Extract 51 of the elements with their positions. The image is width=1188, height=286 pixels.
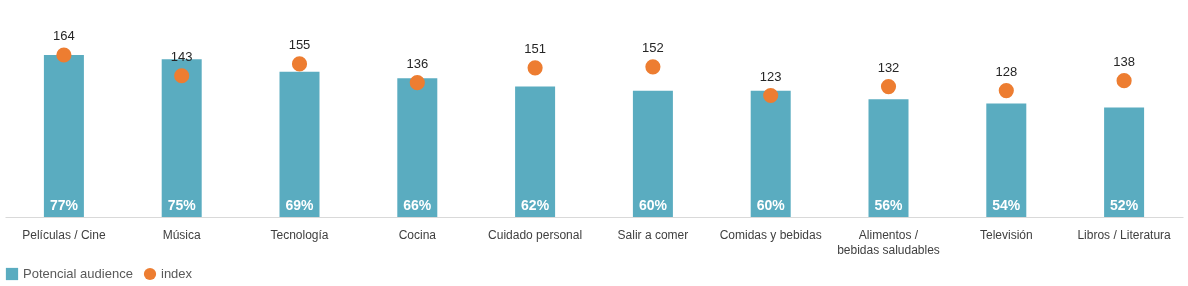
- x-tick-label: Comidas y bebidas: [719, 227, 822, 242]
- data-label: 56%: [874, 197, 904, 213]
- data-label: 151: [524, 40, 546, 56]
- x-tick-label: Cocina: [398, 227, 437, 242]
- point: [880, 79, 897, 95]
- data-label: 128: [995, 63, 1018, 79]
- point: [56, 47, 72, 63]
- data-label: 66%: [403, 197, 432, 213]
- x-tick-label: Películas / Cine: [22, 227, 106, 242]
- legend-label: Potencial audience: [23, 266, 133, 281]
- bar: [868, 99, 909, 217]
- data-label: 54%: [992, 197, 1021, 213]
- data-label: 62%: [521, 197, 550, 213]
- data-label: 77%: [49, 197, 79, 213]
- point: [174, 68, 190, 84]
- point: [527, 60, 543, 76]
- bar: [515, 86, 556, 217]
- x-tick-label: Televisión: [979, 227, 1033, 242]
- data-label: 155: [288, 36, 311, 52]
- data-label: 60%: [638, 197, 668, 213]
- point: [291, 56, 308, 72]
- x-tick-label: Libros / Literatura: [1077, 227, 1172, 242]
- x-tick-label: Música: [162, 227, 202, 242]
- point: [998, 82, 1014, 99]
- legend-label: index: [161, 266, 193, 281]
- point: [1116, 73, 1132, 89]
- data-label: 164: [53, 28, 75, 43]
- point: [763, 87, 779, 104]
- x-tick-label: Tecnología: [270, 227, 329, 242]
- data-label: 132: [877, 59, 900, 75]
- bar: [43, 55, 84, 217]
- data-label: 69%: [285, 197, 315, 213]
- bar: [279, 71, 320, 217]
- data-label: 152: [642, 39, 664, 55]
- point: [409, 75, 425, 91]
- bar: [632, 90, 673, 217]
- bar: [397, 78, 438, 217]
- data-label: 52%: [1110, 197, 1139, 213]
- x-tick-label: Salir a comer: [617, 227, 689, 242]
- bar: [161, 59, 202, 217]
- bar: [1104, 107, 1145, 217]
- data-label: 123: [759, 68, 782, 84]
- x-tick-label: Cuidado personal: [488, 227, 583, 242]
- data-label: 75%: [167, 197, 197, 213]
- bar: [986, 103, 1027, 217]
- data-label: 60%: [756, 197, 786, 213]
- data-label: 136: [406, 55, 429, 71]
- bar: [750, 90, 791, 217]
- point: [645, 59, 661, 75]
- x-tick-label: Alimentos / bebidas saludables: [837, 227, 940, 257]
- data-label: 138: [1113, 53, 1135, 69]
